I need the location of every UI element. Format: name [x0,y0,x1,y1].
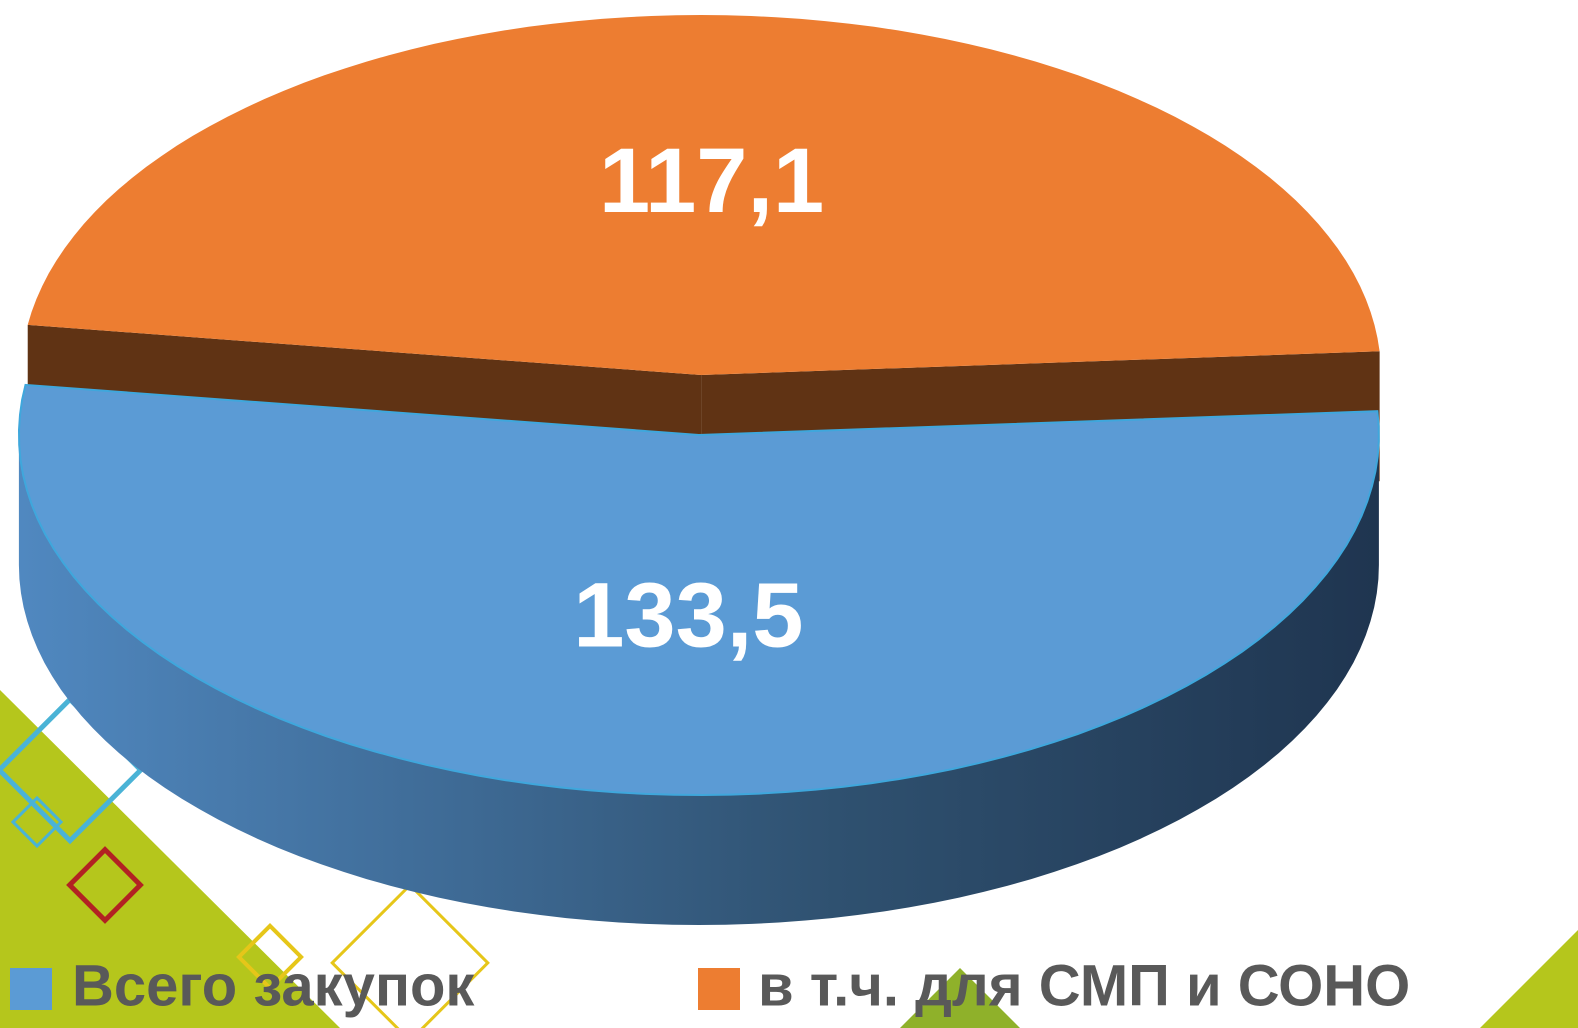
data-label: 133,5 [573,564,803,666]
data-label: 117,1 [599,130,824,232]
slice-top [27,15,1380,376]
slice-top [17,383,1380,797]
legend-swatch [698,968,740,1010]
legend-swatch [10,968,52,1010]
legend-label: в т.ч. для СМП и СОНО [758,953,1410,1018]
background-decor [0,690,1578,1028]
slice-side [18,435,1379,925]
legend-label: Всего закупок [72,953,475,1018]
pie: 117,1 133,5 [17,15,1380,925]
legend: Всего закупок в т.ч. для СМП и СОНО [10,953,1410,1018]
